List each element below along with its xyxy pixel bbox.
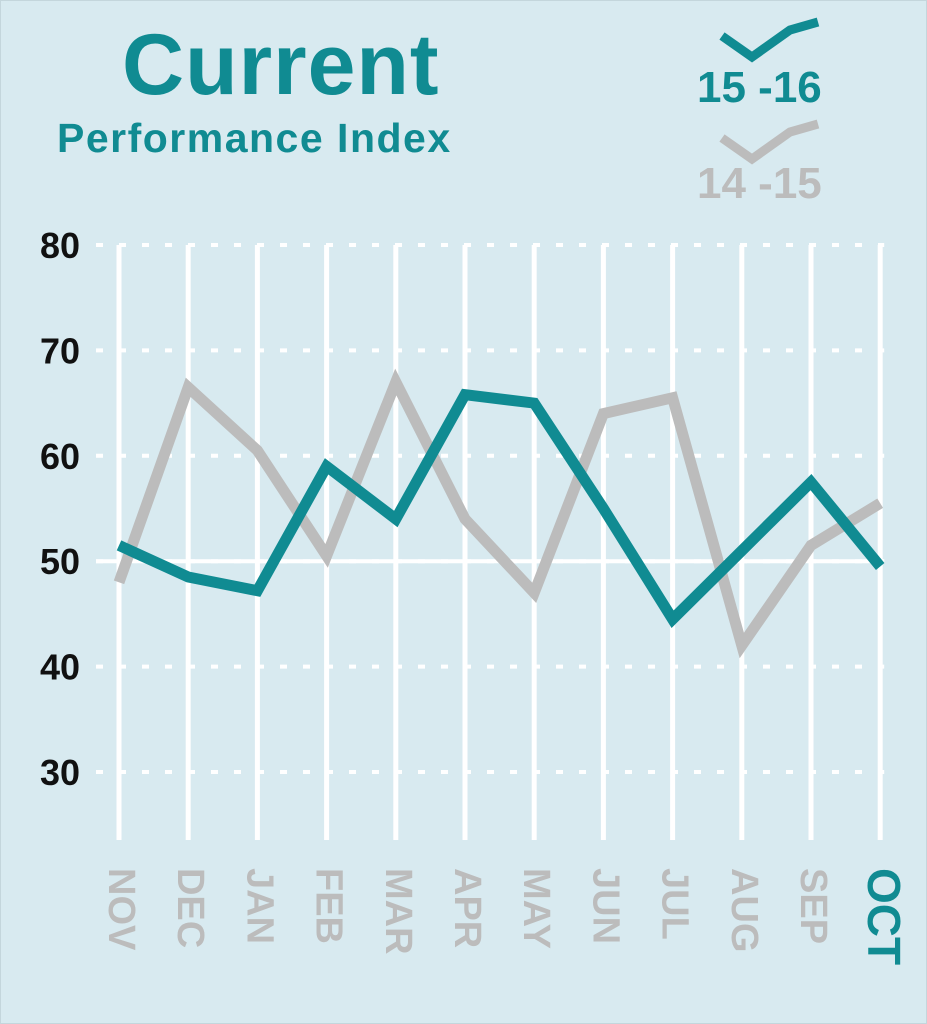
- legend-swatch-14-15: [719, 119, 820, 165]
- x-tick-label: MAY: [515, 868, 557, 949]
- x-tick-label: SEP: [792, 868, 834, 944]
- x-tick-label: OCT: [858, 868, 910, 965]
- x-tick-label: JUN: [584, 868, 626, 944]
- y-tick-label: 30: [40, 752, 80, 793]
- chart-subtitle: Performance Index: [57, 115, 452, 161]
- x-tick-label: AUG: [723, 868, 765, 952]
- y-tick-label: 60: [40, 436, 80, 477]
- series-line-15-16: [116, 388, 885, 628]
- legend-label-14-15: 14 -15: [697, 159, 822, 208]
- legend-swatch-15-16: [719, 17, 820, 63]
- y-tick-label: 50: [40, 541, 80, 582]
- y-tick-label: 70: [40, 330, 80, 371]
- y-tick-label: 40: [40, 647, 80, 688]
- x-tick-label: DEC: [169, 868, 211, 948]
- x-tick-label: NOV: [100, 868, 142, 951]
- x-tick-label: JAN: [238, 868, 280, 944]
- x-tick-label: JUL: [654, 868, 696, 940]
- x-tick-label: MAR: [377, 868, 419, 955]
- x-tick-label: APR: [446, 868, 488, 948]
- chart-title: Current: [122, 17, 440, 113]
- series-line-14-15: [113, 368, 884, 659]
- legend-label-15-16: 15 -16: [697, 63, 822, 112]
- y-tick-label: 80: [40, 225, 80, 266]
- x-tick-label: FEB: [308, 868, 350, 944]
